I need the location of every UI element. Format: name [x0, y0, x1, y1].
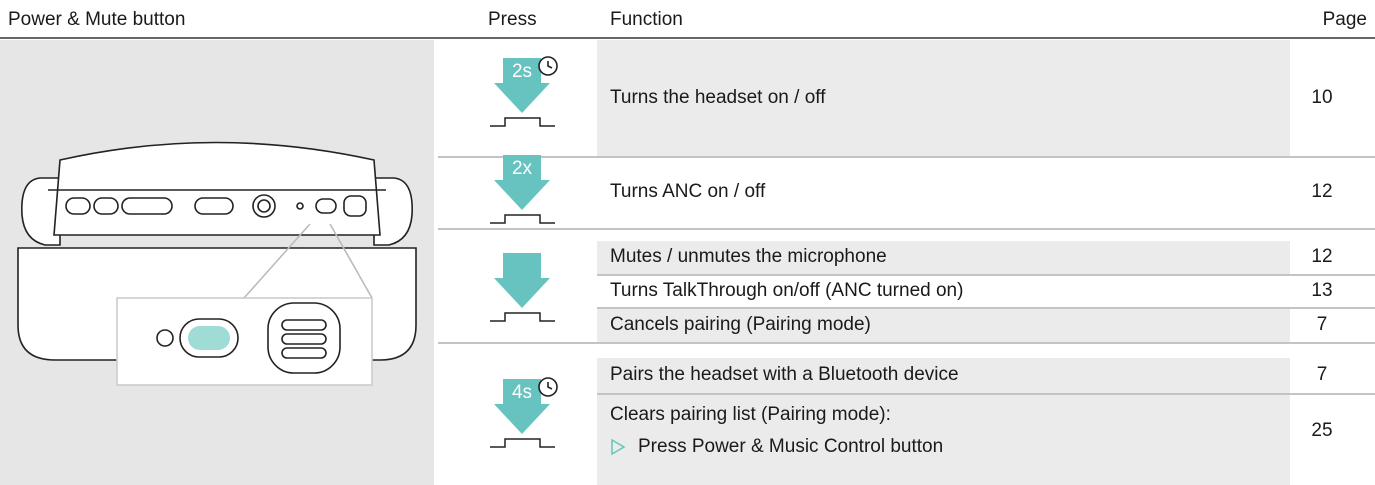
arrow-head	[494, 180, 550, 210]
function-text: Cancels pairing (Pairing mode)	[610, 314, 871, 335]
page-number: 12	[1311, 246, 1332, 267]
function-text: Turns the headset on / off	[610, 87, 826, 108]
function-text: Turns TalkThrough on/off (ANC turned on)	[610, 280, 963, 301]
page-number: 10	[1311, 87, 1332, 108]
press-label: 2x	[512, 158, 533, 179]
function-text: Turns ANC on / off	[610, 181, 766, 202]
header-function: Function	[610, 9, 683, 30]
header-title: Power & Mute button	[8, 9, 185, 30]
header-page: Page	[1323, 9, 1367, 30]
arrow-head	[494, 404, 550, 434]
button-symbol	[490, 214, 555, 224]
row-separators	[438, 156, 1375, 395]
button-symbol	[490, 117, 555, 127]
arrow-shaft	[503, 155, 541, 181]
button-symbol	[490, 312, 555, 322]
press-label: 4s	[512, 382, 532, 403]
page-number: 12	[1311, 181, 1332, 202]
button-symbol	[490, 438, 555, 448]
press-label: 2s	[512, 61, 532, 82]
function-text: Mutes / unmutes the microphone	[610, 246, 887, 267]
header-press: Press	[488, 9, 537, 30]
function-note: Press Power & Music Control button	[638, 436, 943, 457]
bullet-triangle	[611, 438, 626, 456]
arrow-shaft	[503, 379, 541, 405]
press-icon: 2x	[490, 155, 555, 224]
press-icon: 4s	[490, 377, 558, 448]
clock-hands	[547, 61, 553, 69]
page-number: 13	[1311, 280, 1332, 301]
arrow-head	[494, 83, 550, 113]
headset-illustration	[17, 141, 417, 386]
row-shading	[597, 40, 1290, 485]
arrow-shaft	[503, 58, 541, 84]
page-number: 25	[1311, 420, 1332, 441]
function-text: Clears pairing list (Pairing mode):	[610, 404, 891, 425]
function-text: Pairs the headset with a Bluetooth devic…	[610, 364, 959, 385]
press-icon	[490, 253, 555, 322]
press-icon: 2s	[490, 56, 558, 127]
arrow-head	[494, 278, 550, 308]
clock-hands	[547, 382, 553, 390]
page-number: 7	[1317, 364, 1328, 385]
arrow-shaft	[503, 253, 541, 279]
page-number: 7	[1317, 314, 1328, 335]
